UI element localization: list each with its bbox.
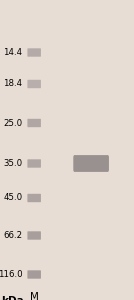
FancyBboxPatch shape xyxy=(27,194,41,202)
FancyBboxPatch shape xyxy=(27,270,41,279)
Text: 66.2: 66.2 xyxy=(3,231,23,240)
FancyBboxPatch shape xyxy=(73,155,109,172)
Text: 116.0: 116.0 xyxy=(0,270,23,279)
Text: M: M xyxy=(30,292,39,300)
FancyBboxPatch shape xyxy=(27,159,41,168)
Text: 45.0: 45.0 xyxy=(3,194,23,202)
FancyBboxPatch shape xyxy=(27,80,41,88)
Text: 14.4: 14.4 xyxy=(3,48,23,57)
Text: 18.4: 18.4 xyxy=(3,80,23,88)
Text: kDa: kDa xyxy=(1,296,23,300)
Text: 35.0: 35.0 xyxy=(3,159,23,168)
FancyBboxPatch shape xyxy=(27,119,41,127)
FancyBboxPatch shape xyxy=(27,48,41,57)
Text: 25.0: 25.0 xyxy=(3,118,23,127)
FancyBboxPatch shape xyxy=(27,231,41,240)
